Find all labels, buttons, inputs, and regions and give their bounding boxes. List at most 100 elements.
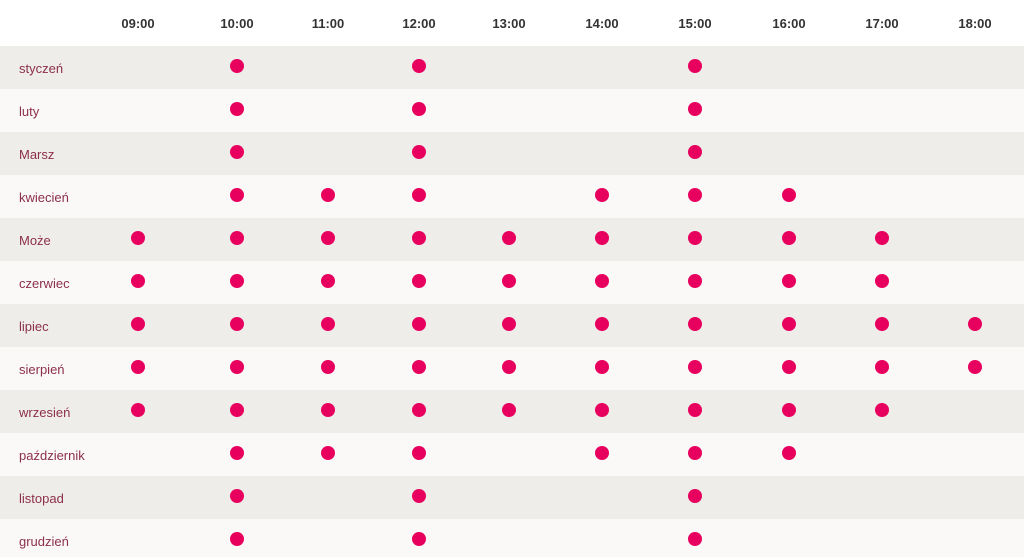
- available-slot-dot[interactable]: [502, 402, 516, 417]
- available-slot-dot[interactable]: [688, 101, 702, 116]
- available-slot-dot[interactable]: [230, 144, 244, 159]
- month-label: luty: [19, 104, 40, 119]
- available-slot-dot[interactable]: [688, 144, 702, 159]
- available-slot-dot[interactable]: [688, 187, 702, 202]
- table-row: Marsz: [0, 132, 1024, 175]
- hour-header-1600: 16:00: [772, 16, 806, 31]
- available-slot-dot[interactable]: [688, 488, 702, 503]
- available-slot-dot[interactable]: [688, 531, 702, 546]
- available-slot-dot[interactable]: [595, 445, 609, 460]
- available-slot-dot[interactable]: [782, 230, 796, 245]
- table-row: kwiecień: [0, 175, 1024, 218]
- available-slot-dot[interactable]: [412, 58, 426, 73]
- available-slot-dot[interactable]: [230, 402, 244, 417]
- available-slot-dot[interactable]: [230, 531, 244, 546]
- available-slot-dot[interactable]: [412, 488, 426, 503]
- available-slot-dot[interactable]: [875, 402, 889, 417]
- available-slot-dot[interactable]: [230, 488, 244, 503]
- available-slot-dot[interactable]: [875, 359, 889, 374]
- available-slot-dot[interactable]: [595, 316, 609, 331]
- available-slot-dot[interactable]: [782, 187, 796, 202]
- hour-header-1700: 17:00: [865, 16, 899, 31]
- available-slot-dot[interactable]: [502, 273, 516, 288]
- available-slot-dot[interactable]: [321, 359, 335, 374]
- available-slot-dot[interactable]: [782, 445, 796, 460]
- available-slot-dot[interactable]: [782, 359, 796, 374]
- hour-header-1800: 18:00: [958, 16, 992, 31]
- available-slot-dot[interactable]: [782, 273, 796, 288]
- available-slot-dot[interactable]: [230, 445, 244, 460]
- available-slot-dot[interactable]: [131, 359, 145, 374]
- available-slot-dot[interactable]: [875, 316, 889, 331]
- available-slot-dot[interactable]: [412, 101, 426, 116]
- hour-header-1000: 10:00: [220, 16, 254, 31]
- available-slot-dot[interactable]: [321, 273, 335, 288]
- available-slot-dot[interactable]: [688, 359, 702, 374]
- hours-header: 09:00 10:00 11:00 12:00 13:00 14:00 15:00 16:00…: [0, 0, 1024, 46]
- hour-header-0900: 09:00: [121, 16, 155, 31]
- hour-header-1500: 15:00: [678, 16, 712, 31]
- available-slot-dot[interactable]: [875, 230, 889, 245]
- hour-header-1300: 13:00: [492, 16, 526, 31]
- available-slot-dot[interactable]: [321, 402, 335, 417]
- month-label: styczeń: [19, 61, 64, 76]
- month-label: sierpień: [19, 362, 65, 377]
- hour-header-1200: 12:00: [402, 16, 436, 31]
- available-slot-dot[interactable]: [688, 230, 702, 245]
- available-slot-dot[interactable]: [412, 359, 426, 374]
- table-row: styczeń: [0, 46, 1024, 89]
- available-slot-dot[interactable]: [595, 402, 609, 417]
- available-slot-dot[interactable]: [412, 187, 426, 202]
- available-slot-dot[interactable]: [321, 445, 335, 460]
- available-slot-dot[interactable]: [131, 273, 145, 288]
- available-slot-dot[interactable]: [230, 230, 244, 245]
- available-slot-dot[interactable]: [131, 230, 145, 245]
- available-slot-dot[interactable]: [412, 316, 426, 331]
- available-slot-dot[interactable]: [321, 316, 335, 331]
- available-slot-dot[interactable]: [131, 402, 145, 417]
- available-slot-dot[interactable]: [412, 402, 426, 417]
- month-label: czerwiec: [19, 276, 70, 291]
- available-slot-dot[interactable]: [688, 445, 702, 460]
- available-slot-dot[interactable]: [230, 187, 244, 202]
- available-slot-dot[interactable]: [412, 531, 426, 546]
- available-slot-dot[interactable]: [412, 144, 426, 159]
- available-slot-dot[interactable]: [595, 230, 609, 245]
- table-row: październik: [0, 433, 1024, 476]
- available-slot-dot[interactable]: [782, 402, 796, 417]
- available-slot-dot[interactable]: [968, 359, 982, 374]
- available-slot-dot[interactable]: [968, 316, 982, 331]
- available-slot-dot[interactable]: [412, 230, 426, 245]
- available-slot-dot[interactable]: [230, 273, 244, 288]
- hour-header-1100: 11:00: [311, 16, 345, 31]
- available-slot-dot[interactable]: [595, 187, 609, 202]
- available-slot-dot[interactable]: [688, 316, 702, 331]
- month-label: listopad: [19, 491, 64, 506]
- available-slot-dot[interactable]: [230, 316, 244, 331]
- table-row: luty: [0, 89, 1024, 132]
- available-slot-dot[interactable]: [230, 58, 244, 73]
- available-slot-dot[interactable]: [688, 273, 702, 288]
- available-slot-dot[interactable]: [502, 316, 516, 331]
- month-label: kwiecień: [19, 190, 69, 205]
- available-slot-dot[interactable]: [412, 273, 426, 288]
- available-slot-dot[interactable]: [595, 273, 609, 288]
- available-slot-dot[interactable]: [230, 359, 244, 374]
- available-slot-dot[interactable]: [595, 359, 609, 374]
- available-slot-dot[interactable]: [131, 316, 145, 331]
- table-row: listopad: [0, 476, 1024, 519]
- available-slot-dot[interactable]: [502, 230, 516, 245]
- available-slot-dot[interactable]: [875, 273, 889, 288]
- available-slot-dot[interactable]: [688, 402, 702, 417]
- available-slot-dot[interactable]: [321, 187, 335, 202]
- hour-header-1400: 14:00: [585, 16, 619, 31]
- available-slot-dot[interactable]: [502, 359, 516, 374]
- available-slot-dot[interactable]: [321, 230, 335, 245]
- available-slot-dot[interactable]: [412, 445, 426, 460]
- table-row: Może: [0, 218, 1024, 261]
- available-slot-dot[interactable]: [230, 101, 244, 116]
- available-slot-dot[interactable]: [688, 58, 702, 73]
- available-slot-dot[interactable]: [782, 316, 796, 331]
- month-label: Może: [19, 233, 51, 248]
